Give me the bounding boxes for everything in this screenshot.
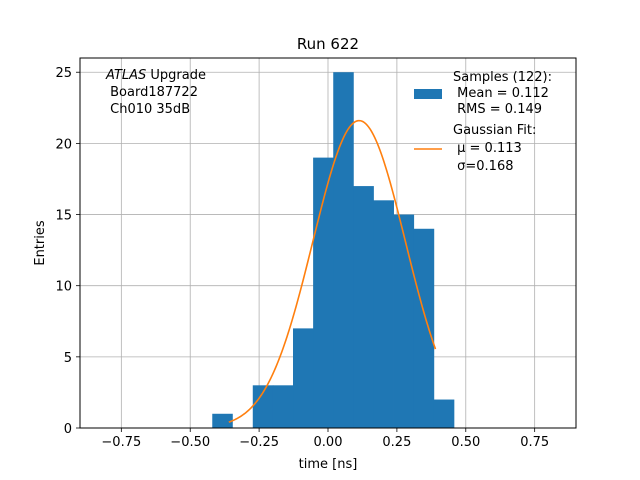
y-tick-label: 10 xyxy=(55,280,72,295)
histogram-bar xyxy=(313,157,334,428)
legend-samples-mean: Mean = 0.112 xyxy=(453,86,549,101)
y-tick-label: 20 xyxy=(55,137,72,152)
y-axis-label: Entries xyxy=(33,220,48,266)
histogram-bar xyxy=(272,385,294,428)
histogram-bar xyxy=(413,228,435,428)
x-axis-label: time [ns] xyxy=(299,457,358,472)
legend-fit-mu: μ = 0.113 xyxy=(453,141,522,156)
x-tick-label: 0.75 xyxy=(520,435,549,450)
histogram-bar xyxy=(293,328,314,428)
atlas-name: ATLAS xyxy=(105,68,146,83)
y-tick-label: 5 xyxy=(64,351,72,366)
atlas-label: ATLAS Upgrade xyxy=(105,68,206,83)
histogram-bar xyxy=(252,385,274,428)
legend-fit-title: Gaussian Fit: xyxy=(453,123,536,138)
histogram-bar xyxy=(353,186,374,428)
x-tick-label: −0.25 xyxy=(239,435,279,450)
legend-samples-title: Samples (122): xyxy=(453,70,552,85)
histogram-bar xyxy=(333,72,354,428)
histogram-bar xyxy=(212,413,233,428)
channel-label: Ch010 35dB xyxy=(106,102,190,117)
x-tick-label: −0.50 xyxy=(170,435,210,450)
legend-fit-sigma: σ=0.168 xyxy=(453,159,513,174)
upgrade-text: Upgrade xyxy=(146,68,206,83)
x-axis-ticks: −0.75 −0.50 −0.25 0.00 0.25 0.50 0.75 xyxy=(101,428,549,450)
gaussian-fit xyxy=(228,119,437,423)
legend-samples-swatch xyxy=(414,89,442,99)
histogram-bar xyxy=(393,214,415,428)
x-tick-label: −0.75 xyxy=(101,435,141,450)
gaussian-fit-curve xyxy=(228,119,437,423)
board-label: Board187722 xyxy=(106,85,198,100)
histogram-bar xyxy=(433,399,455,428)
histogram-bar xyxy=(373,200,394,428)
x-tick-label: 0.00 xyxy=(314,435,343,450)
x-tick-label: 0.25 xyxy=(382,435,411,450)
x-tick-label: 0.50 xyxy=(451,435,480,450)
legend-samples-rms: RMS = 0.149 xyxy=(453,102,542,117)
legend: Samples (122): Mean = 0.112 RMS = 0.149 … xyxy=(414,70,552,174)
info-annotation: ATLAS Upgrade Board187722 Ch010 35dB xyxy=(105,68,206,117)
y-tick-label: 0 xyxy=(64,422,72,437)
y-axis-ticks: 0 5 10 15 20 25 xyxy=(55,66,80,437)
y-tick-label: 15 xyxy=(55,209,72,224)
y-tick-label: 25 xyxy=(55,66,72,81)
chart-title: Run 622 xyxy=(297,35,359,53)
histogram-bars xyxy=(212,72,455,428)
